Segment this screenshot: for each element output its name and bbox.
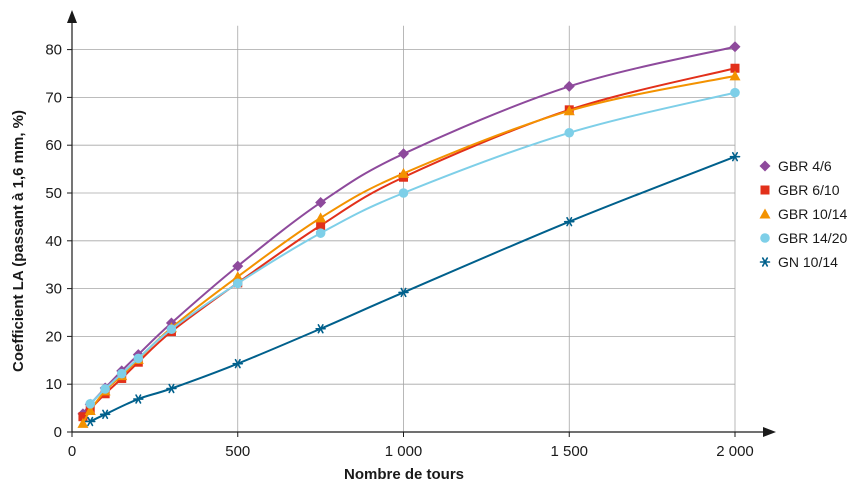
legend-marker	[760, 233, 770, 243]
y-tick-label: 70	[45, 89, 62, 106]
series-line-0	[82, 45, 736, 415]
legend-marker	[759, 160, 771, 172]
y-tick-label: 20	[45, 328, 62, 345]
data-point	[729, 151, 741, 162]
data-point	[166, 383, 177, 394]
series-group	[77, 41, 741, 428]
data-point	[232, 278, 243, 289]
data-point	[166, 324, 177, 335]
data-point	[730, 87, 740, 98]
data-point	[315, 212, 327, 223]
x-tick-label: 1 000	[385, 443, 423, 460]
data-point	[315, 228, 326, 238]
data-point	[563, 105, 575, 116]
data-point	[315, 197, 327, 209]
legend-marker	[760, 185, 770, 195]
data-point	[78, 412, 88, 422]
legend-marker	[759, 257, 771, 267]
data-point	[398, 188, 409, 198]
data-point	[730, 63, 740, 73]
series-line-4	[89, 155, 736, 423]
data-point	[116, 368, 127, 379]
data-point	[84, 416, 96, 427]
legend-label: GBR 6/10	[778, 182, 840, 198]
data-point	[232, 358, 244, 369]
data-point	[133, 353, 144, 364]
legend-marker	[759, 208, 771, 219]
data-point	[398, 148, 409, 160]
x-axis-label: Nombre de tours	[344, 466, 464, 483]
data-point	[100, 384, 110, 394]
legend-label: GBR 14/20	[778, 230, 847, 246]
y-tick-label: 50	[45, 185, 62, 202]
data-point	[232, 260, 244, 272]
y-tick-label: 30	[45, 281, 62, 298]
data-point	[564, 127, 575, 138]
data-point	[133, 394, 144, 404]
data-point	[563, 216, 575, 227]
data-point	[563, 80, 575, 92]
data-point	[315, 324, 326, 334]
x-axis-arrow	[763, 427, 776, 437]
x-tick-label: 2 000	[716, 443, 754, 460]
series-line-2	[82, 74, 736, 424]
axes	[67, 10, 776, 437]
data-point	[232, 271, 244, 282]
data-point	[729, 70, 741, 81]
y-tick-label: 10	[45, 376, 62, 393]
data-point	[85, 398, 96, 409]
y-tick-label: 60	[45, 137, 62, 154]
y-tick-label: 40	[45, 233, 62, 250]
y-axis-arrow	[67, 10, 77, 23]
legend: GBR 4/6 GBR 6/10 GBR 10/14 GBR 14/20 GN 10/1…	[759, 158, 847, 270]
data-point	[84, 404, 96, 415]
y-tick-label: 80	[45, 42, 62, 59]
data-point	[729, 41, 741, 53]
x-tick-label: 1 500	[550, 443, 588, 460]
series-line-1	[82, 67, 736, 418]
data-point	[316, 221, 326, 231]
series-line-3	[89, 91, 736, 405]
legend-label: GBR 4/6	[778, 158, 832, 174]
x-tick-label: 0	[68, 443, 76, 460]
grid	[72, 25, 736, 432]
data-point	[99, 409, 111, 420]
legend-label: GBR 10/14	[778, 206, 847, 222]
y-tick-label: 0	[54, 424, 62, 441]
data-point	[398, 167, 409, 178]
y-axis-label: Coefficient LA (passant à 1,6 mm, %)	[10, 110, 27, 372]
legend-label: GN 10/14	[778, 254, 838, 270]
data-point	[77, 417, 89, 428]
tick-labels: 0 10 20 30 40 50 60 70 80 0 500 1 000 1 500 2 000	[45, 42, 753, 460]
data-point	[398, 287, 409, 298]
x-tick-label: 500	[225, 443, 250, 460]
